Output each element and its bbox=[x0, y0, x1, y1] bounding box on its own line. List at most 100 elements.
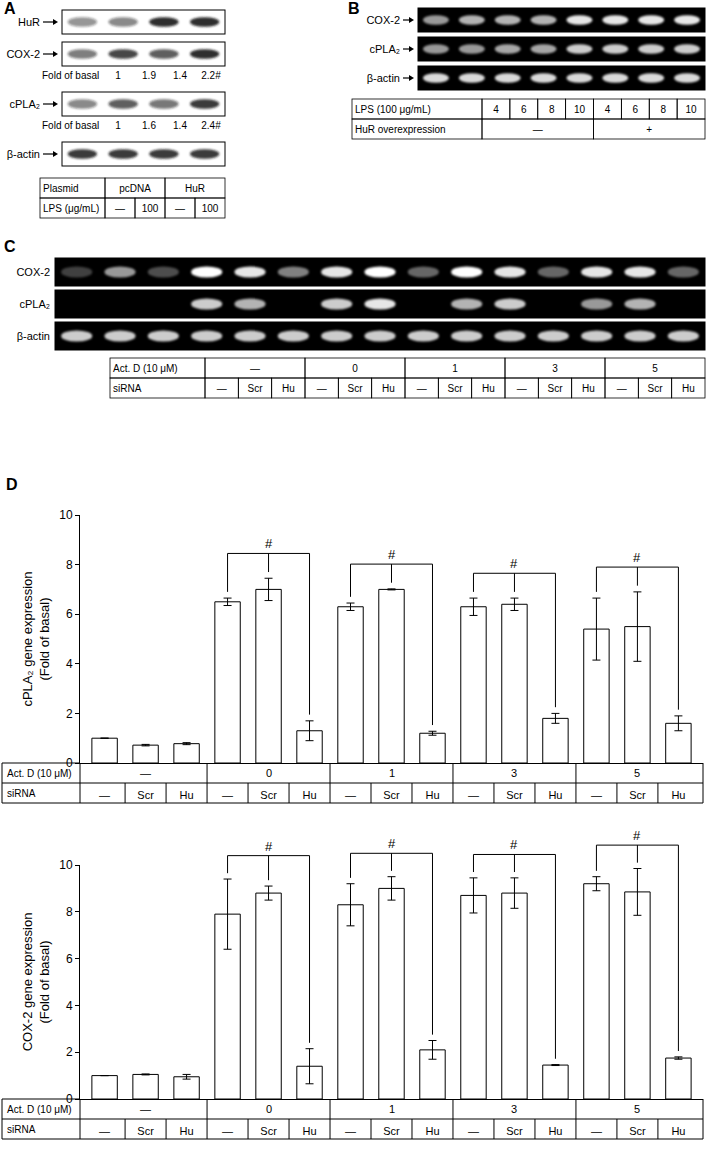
svg-text:8: 8 bbox=[66, 905, 73, 919]
svg-text:Scr: Scr bbox=[137, 1125, 154, 1137]
svg-text:0: 0 bbox=[66, 756, 73, 770]
svg-text:—: — bbox=[140, 767, 151, 779]
svg-text:4: 4 bbox=[493, 104, 499, 115]
svg-text:siRNA: siRNA bbox=[7, 1124, 36, 1135]
svg-text:Scr: Scr bbox=[383, 1125, 400, 1137]
svg-text:Scr: Scr bbox=[137, 789, 154, 801]
svg-text:Act. D (10 μM): Act. D (10 μM) bbox=[7, 768, 72, 779]
svg-text:Hu: Hu bbox=[425, 1125, 439, 1137]
svg-text:4: 4 bbox=[605, 104, 611, 115]
svg-text:A: A bbox=[4, 0, 16, 17]
svg-text:5: 5 bbox=[634, 1103, 640, 1115]
svg-text:—: — bbox=[250, 363, 260, 374]
svg-text:Hu: Hu bbox=[382, 383, 395, 394]
svg-text:Hu: Hu bbox=[302, 789, 316, 801]
svg-text:—: — bbox=[99, 789, 110, 801]
svg-text:8: 8 bbox=[66, 558, 73, 572]
svg-text:Scr: Scr bbox=[629, 1125, 646, 1137]
svg-text:Scr: Scr bbox=[348, 383, 364, 394]
svg-text:—: — bbox=[115, 203, 125, 214]
svg-text:LPS (100 μg/mL): LPS (100 μg/mL) bbox=[355, 104, 431, 115]
svg-text:0: 0 bbox=[66, 1092, 73, 1106]
svg-text:1: 1 bbox=[389, 767, 395, 779]
svg-text:2: 2 bbox=[66, 1045, 73, 1059]
svg-text:COX-2: COX-2 bbox=[366, 14, 400, 26]
svg-text:B: B bbox=[348, 0, 360, 17]
svg-text:—: — bbox=[533, 124, 543, 135]
svg-text:Hu: Hu bbox=[180, 1125, 194, 1137]
svg-text:—: — bbox=[140, 1103, 151, 1115]
svg-text:6: 6 bbox=[66, 607, 73, 621]
svg-text:cPLA₂: cPLA₂ bbox=[9, 98, 40, 110]
svg-text:4: 4 bbox=[66, 999, 73, 1013]
svg-text:#: # bbox=[265, 839, 273, 854]
svg-text:3: 3 bbox=[511, 767, 517, 779]
svg-text:Act. D (10 μM): Act. D (10 μM) bbox=[7, 1104, 72, 1115]
svg-text:#: # bbox=[265, 536, 273, 551]
svg-text:2.2#: 2.2# bbox=[201, 70, 221, 81]
svg-text:β-actin: β-actin bbox=[367, 72, 400, 84]
svg-text:—: — bbox=[617, 383, 627, 394]
svg-text:—: — bbox=[222, 789, 233, 801]
svg-text:1.4: 1.4 bbox=[173, 70, 187, 81]
svg-text:8: 8 bbox=[660, 104, 666, 115]
svg-text:Scr: Scr bbox=[548, 383, 564, 394]
svg-text:cPLA₂: cPLA₂ bbox=[19, 298, 50, 310]
svg-text:HuR: HuR bbox=[185, 183, 205, 194]
svg-text:COX-2 gene expression(Fold of: COX-2 gene expression(Fold of basal) bbox=[20, 913, 52, 1052]
svg-text:β-actin: β-actin bbox=[7, 148, 40, 160]
svg-text:Hu: Hu bbox=[682, 383, 695, 394]
svg-text:—: — bbox=[468, 1125, 479, 1137]
svg-text:D: D bbox=[6, 476, 18, 493]
svg-text:—: — bbox=[175, 203, 185, 214]
svg-text:3: 3 bbox=[552, 363, 558, 374]
svg-text:LPS (μg/mL): LPS (μg/mL) bbox=[43, 203, 99, 214]
svg-text:Scr: Scr bbox=[260, 1125, 277, 1137]
svg-text:Hu: Hu bbox=[482, 383, 495, 394]
svg-text:Hu: Hu bbox=[671, 789, 685, 801]
svg-text:—: — bbox=[417, 383, 427, 394]
svg-text:2.4#: 2.4# bbox=[201, 120, 221, 131]
svg-text:pcDNA: pcDNA bbox=[119, 183, 151, 194]
svg-text:Scr: Scr bbox=[260, 789, 277, 801]
svg-text:Scr: Scr bbox=[648, 383, 664, 394]
svg-text:Hu: Hu bbox=[548, 1125, 562, 1137]
svg-text:—: — bbox=[468, 789, 479, 801]
svg-text:10: 10 bbox=[686, 104, 698, 115]
svg-text:0: 0 bbox=[266, 767, 272, 779]
svg-text:1: 1 bbox=[452, 363, 458, 374]
svg-text:—: — bbox=[217, 383, 227, 394]
svg-text:8: 8 bbox=[549, 104, 555, 115]
svg-text:Fold of basal: Fold of basal bbox=[42, 120, 99, 131]
svg-text:Plasmid: Plasmid bbox=[43, 183, 79, 194]
svg-text:2: 2 bbox=[66, 707, 73, 721]
svg-text:Scr: Scr bbox=[629, 789, 646, 801]
svg-text:#: # bbox=[388, 547, 396, 562]
svg-text:Fold of basal: Fold of basal bbox=[42, 70, 99, 81]
svg-text:β-actin: β-actin bbox=[17, 330, 50, 342]
svg-text:+: + bbox=[646, 124, 652, 135]
svg-text:#: # bbox=[633, 550, 641, 565]
svg-text:1.4: 1.4 bbox=[173, 120, 187, 131]
svg-text:0: 0 bbox=[352, 363, 358, 374]
svg-text:Hu: Hu bbox=[548, 789, 562, 801]
svg-text:10: 10 bbox=[59, 858, 73, 872]
svg-text:Act. D (10 μM): Act. D (10 μM) bbox=[113, 363, 178, 374]
svg-text:Scr: Scr bbox=[248, 383, 264, 394]
svg-text:Hu: Hu bbox=[302, 1125, 316, 1137]
svg-text:1.6: 1.6 bbox=[142, 120, 156, 131]
svg-text:#: # bbox=[633, 828, 641, 843]
svg-text:—: — bbox=[345, 789, 356, 801]
svg-text:100: 100 bbox=[202, 203, 219, 214]
svg-text:HuR: HuR bbox=[18, 16, 40, 28]
svg-text:Scr: Scr bbox=[506, 1125, 523, 1137]
svg-text:3: 3 bbox=[511, 1103, 517, 1115]
svg-text:Scr: Scr bbox=[448, 383, 464, 394]
svg-text:Scr: Scr bbox=[506, 789, 523, 801]
svg-text:cPLA₂: cPLA₂ bbox=[369, 43, 400, 55]
svg-text:5: 5 bbox=[634, 767, 640, 779]
svg-text:#: # bbox=[510, 837, 518, 852]
svg-text:—: — bbox=[517, 383, 527, 394]
svg-text:COX-2: COX-2 bbox=[6, 48, 40, 60]
svg-text:1: 1 bbox=[389, 1103, 395, 1115]
